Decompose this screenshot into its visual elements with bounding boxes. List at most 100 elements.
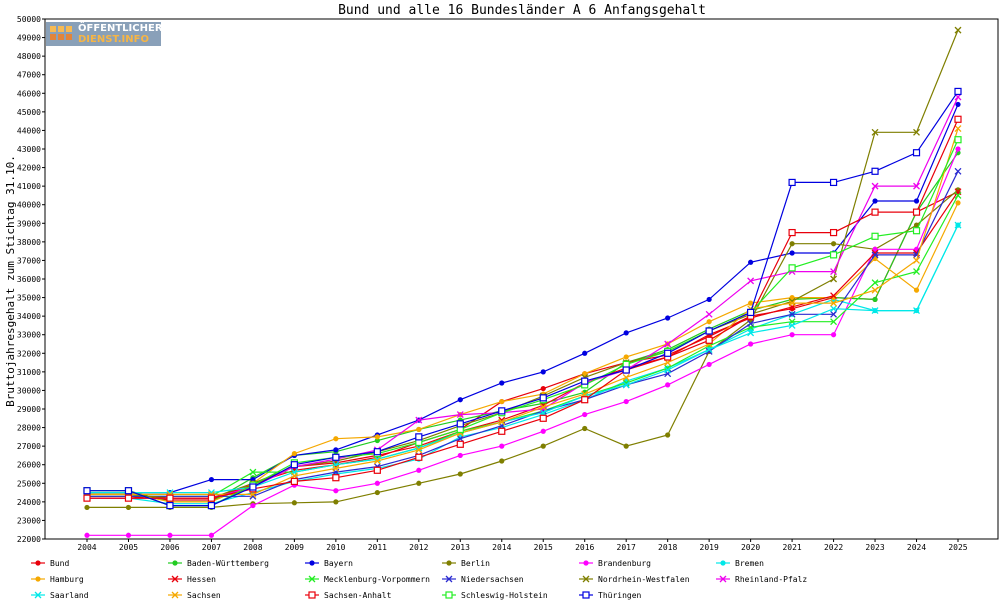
logo-grid-icon bbox=[50, 26, 72, 40]
data-point bbox=[871, 251, 879, 259]
legend-item: Niedersachsen bbox=[442, 575, 524, 584]
data-point bbox=[705, 310, 713, 318]
series-niedersachsen bbox=[83, 167, 962, 500]
data-point bbox=[540, 428, 546, 434]
data-point bbox=[706, 319, 712, 325]
data-point bbox=[789, 332, 795, 338]
y-tick-label: 31000 bbox=[17, 368, 41, 377]
series-sachsen bbox=[83, 125, 962, 498]
legend-label: Saarland bbox=[50, 591, 89, 600]
data-point bbox=[415, 453, 423, 461]
data-point bbox=[748, 259, 754, 265]
data-point bbox=[499, 458, 505, 464]
legend-label: Bund bbox=[50, 559, 69, 568]
x-tick-label: 2010 bbox=[326, 543, 345, 552]
data-point bbox=[582, 425, 588, 432]
data-point bbox=[788, 310, 796, 318]
data-point bbox=[872, 296, 878, 303]
series-saarland bbox=[83, 221, 962, 497]
y-tick-label: 23000 bbox=[17, 516, 41, 525]
data-point bbox=[748, 341, 754, 347]
legend-item: Bund bbox=[31, 559, 69, 568]
series-line bbox=[87, 195, 959, 497]
data-point bbox=[747, 277, 755, 285]
data-point bbox=[333, 488, 339, 494]
data-point bbox=[582, 371, 588, 377]
legend-item: Rheinland-Pfalz bbox=[716, 575, 807, 584]
data-point bbox=[871, 208, 879, 216]
legend-marker bbox=[719, 575, 727, 583]
legend-item: Schleswig-Holstein bbox=[442, 591, 548, 600]
legend-marker bbox=[582, 575, 590, 583]
data-point bbox=[623, 330, 629, 336]
y-tick-label: 47000 bbox=[17, 71, 41, 80]
data-point bbox=[706, 296, 712, 303]
legend-item: Baden-Württemberg bbox=[168, 559, 269, 568]
site-logo bbox=[46, 22, 161, 46]
data-point bbox=[207, 501, 216, 510]
data-point bbox=[665, 315, 671, 321]
data-point bbox=[166, 501, 174, 510]
y-tick-label: 37000 bbox=[17, 256, 41, 265]
data-point bbox=[830, 241, 837, 247]
legend-item: Thüringen bbox=[579, 591, 642, 600]
series-line bbox=[87, 96, 959, 499]
data-point bbox=[124, 487, 133, 495]
data-point bbox=[747, 308, 755, 317]
data-point bbox=[540, 369, 546, 375]
series-bremen bbox=[84, 222, 961, 507]
y-tick-label: 42000 bbox=[17, 164, 41, 173]
legend-label: Mecklenburg-Vorpommern bbox=[324, 575, 430, 584]
legend-label: Thüringen bbox=[598, 591, 642, 600]
data-point bbox=[622, 373, 630, 381]
data-point bbox=[457, 397, 463, 403]
data-point bbox=[623, 354, 629, 360]
data-point bbox=[208, 476, 215, 483]
legend-marker bbox=[172, 560, 178, 566]
data-point bbox=[705, 336, 713, 344]
data-point bbox=[540, 385, 546, 392]
data-point bbox=[830, 332, 837, 338]
series-line bbox=[87, 224, 959, 494]
legend-marker bbox=[720, 560, 726, 566]
legend-label: Bayern bbox=[324, 559, 353, 568]
data-point bbox=[664, 340, 672, 348]
data-point bbox=[789, 294, 795, 301]
legend-marker bbox=[445, 575, 453, 583]
data-point bbox=[747, 320, 755, 328]
data-point bbox=[871, 232, 879, 240]
legend-marker bbox=[35, 576, 41, 582]
data-point bbox=[912, 149, 921, 157]
chart-title: Bund und alle 16 Bundesländer A 6 Anfang… bbox=[338, 3, 706, 18]
data-point bbox=[249, 468, 257, 476]
data-point bbox=[829, 228, 838, 237]
data-point bbox=[955, 146, 961, 152]
data-point bbox=[333, 436, 339, 442]
data-point bbox=[540, 443, 546, 449]
x-tick-label: 2009 bbox=[285, 543, 304, 552]
y-tick-label: 22000 bbox=[17, 535, 41, 544]
x-tick-label: 2011 bbox=[368, 543, 387, 552]
data-point bbox=[83, 487, 91, 495]
series-line bbox=[87, 29, 959, 499]
legend-marker bbox=[34, 591, 42, 599]
series-lines bbox=[83, 26, 962, 538]
data-point bbox=[871, 167, 879, 175]
legend-marker bbox=[583, 560, 589, 566]
data-point bbox=[125, 504, 132, 511]
series-berlin bbox=[84, 187, 961, 511]
y-tick-label: 50000 bbox=[17, 15, 41, 24]
x-tick-label: 2016 bbox=[575, 543, 594, 552]
x-tick-label: 2006 bbox=[160, 543, 179, 552]
series-thüringen bbox=[83, 87, 962, 510]
data-point bbox=[871, 286, 879, 294]
data-point bbox=[457, 471, 463, 477]
legend-item: Mecklenburg-Vorpommern bbox=[305, 575, 430, 584]
data-point bbox=[416, 426, 422, 433]
data-point bbox=[954, 87, 962, 96]
legend-label: Brandenburg bbox=[598, 559, 651, 568]
legend-label: Sachsen bbox=[187, 591, 221, 600]
y-tick-label: 35000 bbox=[17, 294, 41, 303]
data-point bbox=[623, 443, 629, 449]
x-tick-label: 2013 bbox=[451, 543, 470, 552]
